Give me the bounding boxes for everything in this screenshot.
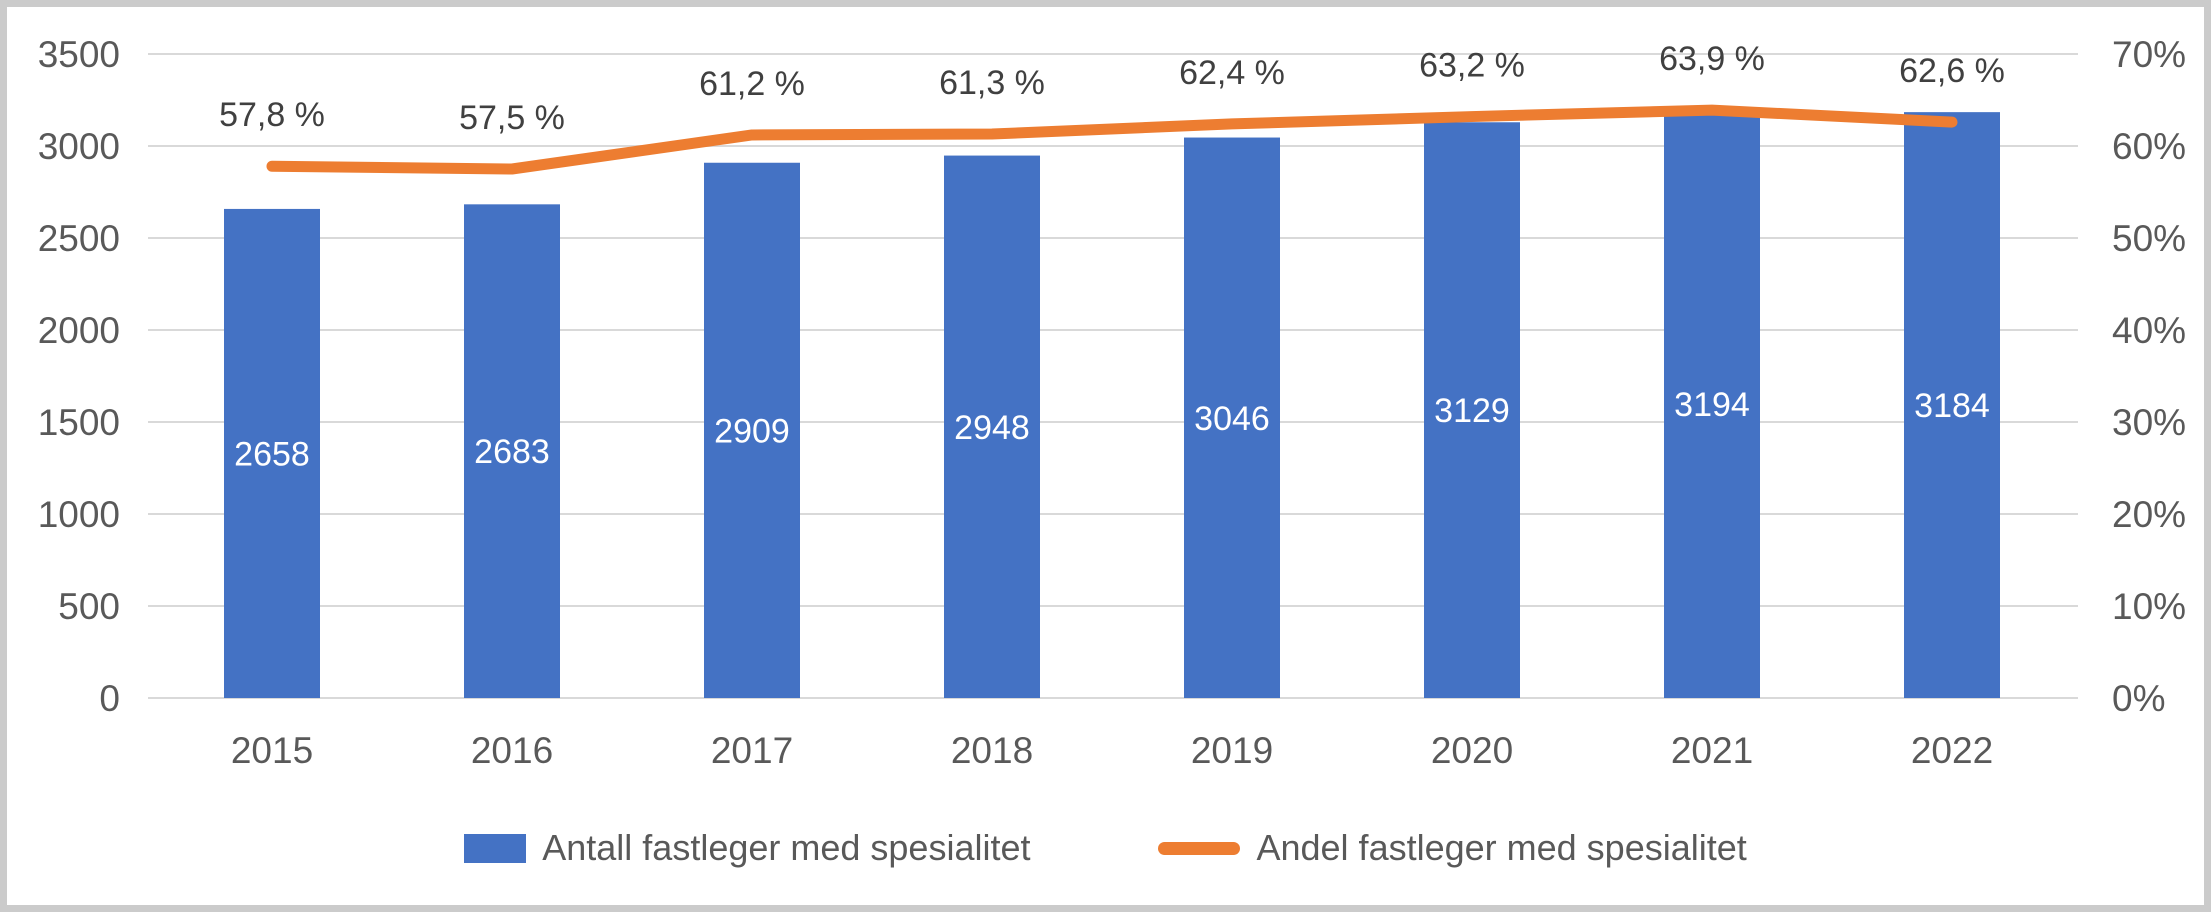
bar-value-label: 2658: [234, 435, 310, 473]
right-axis-tick: 10%: [2112, 586, 2186, 627]
bar-value-label: 3194: [1674, 386, 1750, 424]
legend-item-antall: Antall fastleger med spesialitet: [464, 830, 1030, 866]
line-series-swatch-icon: [1158, 841, 1241, 855]
line-value-label: 63,2 %: [1419, 47, 1525, 85]
x-axis-label: 2016: [471, 730, 553, 771]
x-axis-label: 2021: [1671, 730, 1753, 771]
left-axis-tick: 1000: [38, 494, 120, 535]
line-value-label: 62,4 %: [1179, 54, 1285, 92]
bar-value-label: 3184: [1914, 387, 1990, 425]
right-axis-tick: 50%: [2112, 218, 2186, 259]
x-axis-label: 2019: [1191, 730, 1273, 771]
left-axis-tick: 2500: [38, 218, 120, 259]
left-axis-tick: 0: [99, 678, 120, 719]
left-axis-tick: 3000: [38, 126, 120, 167]
left-axis-tick: 3500: [38, 34, 120, 75]
left-axis-tick: 500: [58, 586, 120, 627]
bar-2019: [1184, 137, 1280, 698]
x-axis-label: 2017: [711, 730, 793, 771]
bar-series-swatch-icon: [464, 833, 527, 863]
line-value-label: 61,2 %: [699, 65, 805, 103]
right-axis-tick: 20%: [2112, 494, 2186, 535]
x-axis-label: 2022: [1911, 730, 1993, 771]
left-axis-tick: 2000: [38, 310, 120, 351]
right-axis-tick: 60%: [2112, 126, 2186, 167]
x-axis-label: 2018: [951, 730, 1033, 771]
bar-2022: [1904, 112, 2000, 699]
legend: Antall fastleger med spesialitet Andel f…: [0, 818, 2211, 878]
left-axis-tick: 1500: [38, 402, 120, 443]
x-axis-label: 2020: [1431, 730, 1513, 771]
line-value-label: 57,8 %: [219, 96, 325, 134]
legend-label-antall: Antall fastleger med spesialitet: [542, 827, 1031, 868]
bar-value-label: 3129: [1434, 392, 1510, 430]
bar-2015: [224, 208, 320, 699]
bar-2017: [704, 162, 800, 698]
trend-line: [266, 104, 1958, 175]
right-axis-tick: 70%: [2112, 34, 2186, 75]
line-value-label: 63,9 %: [1659, 40, 1765, 78]
right-axis-tick: 40%: [2112, 310, 2186, 351]
bar-value-label: 3046: [1194, 400, 1270, 438]
x-axis-label: 2015: [231, 730, 313, 771]
legend-item-andel: Andel fastleger med spesialitet: [1158, 827, 1747, 868]
bar-value-label: 2948: [954, 409, 1030, 447]
line-value-label: 61,3 %: [939, 64, 1045, 102]
bar-value-label: 2683: [474, 433, 550, 471]
right-axis-tick: 30%: [2112, 402, 2186, 443]
right-axis-tick: 0%: [2112, 678, 2165, 719]
bar-value-label: 2909: [714, 412, 790, 450]
legend-label-andel: Andel fastleger med spesialitet: [1256, 827, 1747, 868]
line-value-label: 57,5 %: [459, 99, 565, 137]
line-value-label: 62,6 %: [1899, 52, 2005, 90]
bar-2018: [944, 155, 1040, 698]
bar-2016: [464, 204, 560, 698]
bar-2021: [1664, 110, 1760, 698]
bar-2020: [1424, 122, 1520, 699]
